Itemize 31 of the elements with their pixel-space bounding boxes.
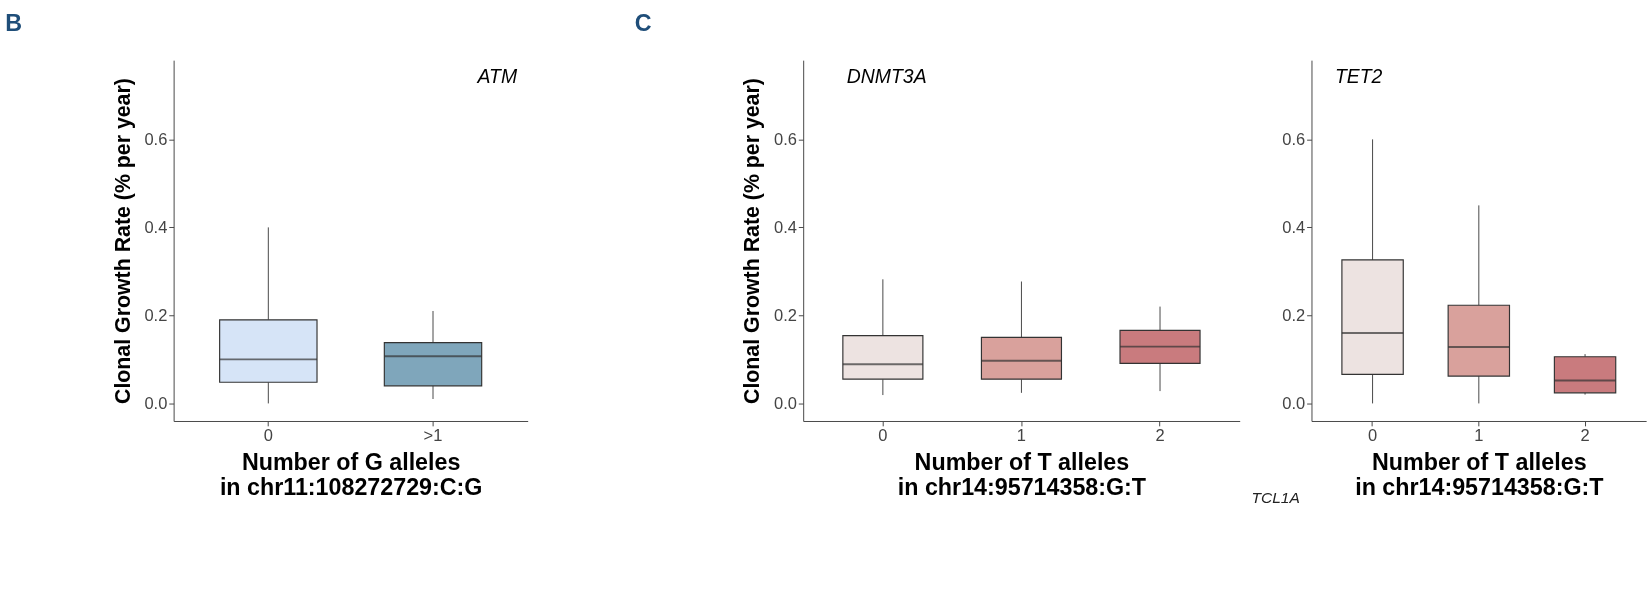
x-tick-label: 2 [1155,425,1165,444]
text: TCL1A [1251,489,1300,507]
y-tick-label: 0.2 [1282,305,1306,324]
x-tick-label: 0 [1367,425,1378,444]
y-tick-label: 0.0 [1282,393,1306,412]
x-tick-label: 0 [263,425,273,444]
x-axis-title: Number of T alleles in chr14:95714358:G:T [897,449,1147,501]
y-tick-label: 0.2 [773,305,797,324]
annotation: DNMT3A [846,65,927,88]
y-tick-label: 0.0 [773,393,797,412]
y-tick-label: 0.0 [144,393,168,412]
x-tick-label: 0 [878,425,888,444]
chart-title: C [634,10,652,37]
x-tick-label: 1 [1474,425,1484,444]
y-tick-label: 0.2 [144,305,168,324]
y-tick-label: 0.6 [144,129,168,148]
y-axis-title: Clonal Growth Rate (% per year) [110,78,135,405]
y-tick-label: 0.4 [773,217,797,236]
y-axis-title: Clonal Growth Rate (% per year) [740,78,765,405]
y-tick-label: 0.6 [1282,129,1306,148]
annotation: TET2 [1334,65,1383,88]
y-tick-label: 0.4 [144,217,168,236]
y-tick-label: 0.6 [773,129,797,148]
x-tick-label: 2 [1580,425,1590,444]
x-axis-title: Number of G alleles in chr11:108272729:C:G [219,449,483,501]
x-tick-label: >1 [423,425,443,444]
x-axis-title: Number of T alleles in chr14:95714358:G:T [1355,449,1604,501]
y-tick-label: 0.4 [1282,217,1306,236]
chart-title: B [5,10,23,37]
x-tick-label: 1 [1016,425,1027,444]
annotation: ATM [476,65,518,88]
